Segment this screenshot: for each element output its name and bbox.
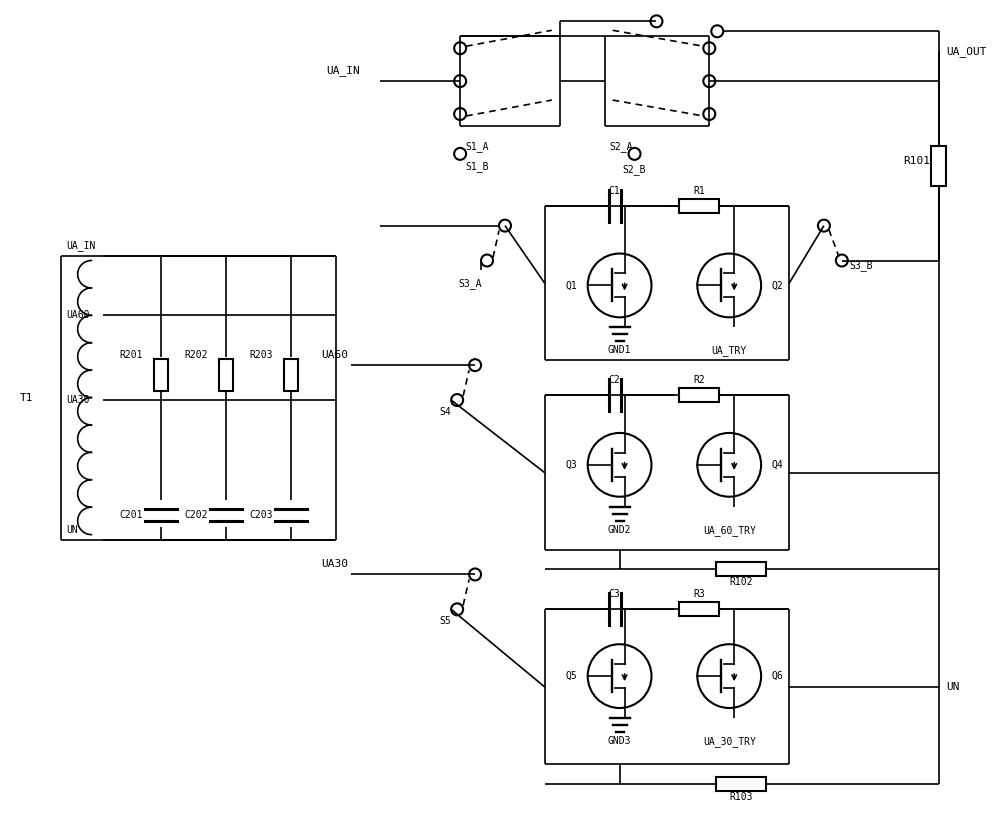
Text: UA_IN: UA_IN xyxy=(327,65,360,76)
Bar xyxy=(219,359,233,391)
Circle shape xyxy=(697,433,761,497)
Text: UA_IN: UA_IN xyxy=(66,239,96,251)
Text: R103: R103 xyxy=(729,792,753,802)
Bar xyxy=(716,777,766,790)
Bar xyxy=(154,359,168,391)
Bar xyxy=(679,199,719,213)
Text: S3_A: S3_A xyxy=(458,279,482,290)
Text: S2_A: S2_A xyxy=(610,141,633,152)
Text: S1_A: S1_A xyxy=(465,141,489,152)
Text: C201: C201 xyxy=(120,510,143,520)
Text: UA_OUT: UA_OUT xyxy=(946,45,987,57)
Text: R102: R102 xyxy=(729,578,753,587)
Bar xyxy=(931,146,946,186)
Text: C1: C1 xyxy=(609,186,620,196)
Text: R2: R2 xyxy=(693,375,705,385)
Text: R3: R3 xyxy=(693,589,705,600)
Text: S1_B: S1_B xyxy=(465,161,489,172)
Text: Q3: Q3 xyxy=(566,460,578,469)
Text: UA_30_TRY: UA_30_TRY xyxy=(703,736,756,747)
Text: UA30: UA30 xyxy=(322,559,349,569)
Text: C3: C3 xyxy=(609,589,620,600)
Text: R201: R201 xyxy=(120,350,143,361)
Text: UA30: UA30 xyxy=(66,395,90,405)
Text: R202: R202 xyxy=(184,350,208,361)
Text: UN: UN xyxy=(66,525,78,535)
Text: UA_60_TRY: UA_60_TRY xyxy=(703,525,756,535)
Text: C2: C2 xyxy=(609,375,620,385)
Circle shape xyxy=(588,433,651,497)
Text: GND2: GND2 xyxy=(608,525,631,535)
Text: UA60: UA60 xyxy=(322,350,349,361)
Circle shape xyxy=(697,644,761,708)
Text: UA60: UA60 xyxy=(66,310,90,320)
Text: R1: R1 xyxy=(693,186,705,196)
Circle shape xyxy=(588,253,651,318)
Bar xyxy=(679,388,719,402)
Text: R203: R203 xyxy=(249,350,273,361)
Text: R101: R101 xyxy=(904,156,931,166)
Circle shape xyxy=(588,644,651,708)
Text: C203: C203 xyxy=(249,510,273,520)
Bar xyxy=(679,602,719,616)
Text: GND3: GND3 xyxy=(608,736,631,746)
Bar xyxy=(284,359,298,391)
Text: Q6: Q6 xyxy=(771,671,783,681)
Text: T1: T1 xyxy=(20,393,33,403)
Text: GND1: GND1 xyxy=(608,345,631,356)
Text: Q2: Q2 xyxy=(771,280,783,290)
Text: C202: C202 xyxy=(184,510,208,520)
Circle shape xyxy=(697,253,761,318)
Text: UA_TRY: UA_TRY xyxy=(712,345,747,356)
Text: S4: S4 xyxy=(439,407,451,417)
Text: Q4: Q4 xyxy=(771,460,783,469)
Text: UN: UN xyxy=(946,682,960,692)
Text: S3_B: S3_B xyxy=(850,260,873,271)
Text: S2_B: S2_B xyxy=(623,164,646,175)
Text: Q1: Q1 xyxy=(566,280,578,290)
Text: Q5: Q5 xyxy=(566,671,578,681)
Text: S5: S5 xyxy=(439,616,451,626)
Bar xyxy=(716,563,766,577)
